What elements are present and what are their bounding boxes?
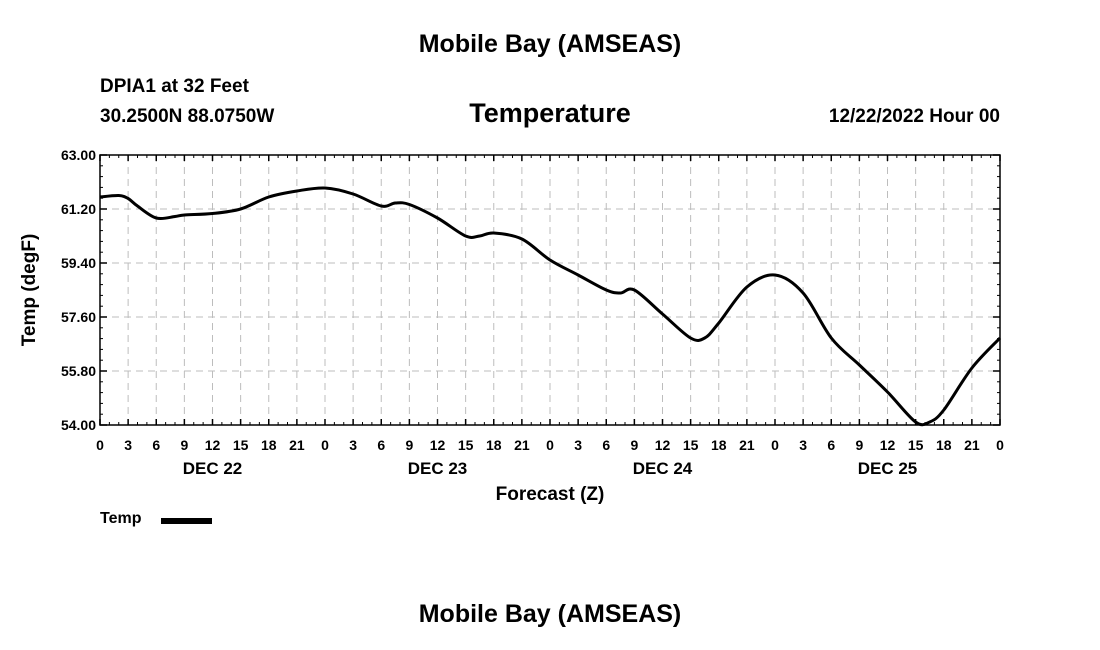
x-tick-label: 6 [827, 437, 835, 453]
legend-label: Temp [100, 510, 142, 527]
temperature-chart: 0 3 6 9 12 15 18 21 0 3 6 9 12 15 18 21 0 3 6 9 12 15 18 21 0 3 6 9… [19, 147, 1004, 505]
x-tick-label: 9 [405, 437, 413, 453]
chart-title: Temperature [469, 98, 631, 128]
x-tick-label: 21 [514, 437, 530, 453]
x-tick-label: 15 [458, 437, 474, 453]
axis-ticks: 0 3 6 9 12 15 18 21 0 3 6 9 12 15 18 21 0 3 6 9 12 15 18 21 0 3 6 9… [61, 147, 1004, 478]
x-tick-label: 0 [996, 437, 1004, 453]
series-line-temp [99, 186, 1002, 427]
x-tick-label: 21 [739, 437, 755, 453]
y-tick-label: 54.00 [61, 417, 96, 433]
x-tick-label: 18 [936, 437, 952, 453]
x-tick-label: 9 [180, 437, 188, 453]
x-tick-label: 15 [908, 437, 924, 453]
x-tick-label: 3 [799, 437, 807, 453]
grid [100, 155, 1000, 425]
y-tick-label: 59.40 [61, 255, 96, 271]
day-label: DEC 23 [408, 459, 468, 478]
day-label: DEC 24 [633, 459, 693, 478]
x-tick-label: 15 [683, 437, 699, 453]
run-time: 12/22/2022 Hour 00 [828, 106, 1000, 127]
x-tick-label: 0 [96, 437, 104, 453]
y-tick-label: 57.60 [61, 309, 96, 325]
page-title: Mobile Bay (AMSEAS) [418, 30, 682, 58]
x-tick-label: 9 [855, 437, 863, 453]
x-tick-label: 18 [486, 437, 502, 453]
station-coordinates: 30.2500N 88.0750W [100, 106, 275, 127]
x-axis-label: Forecast (Z) [496, 484, 605, 505]
x-tick-label: 0 [771, 437, 779, 453]
x-tick-label: 3 [124, 437, 132, 453]
x-tick-label: 0 [321, 437, 329, 453]
x-tick-label: 6 [602, 437, 610, 453]
x-tick-label: 9 [630, 437, 638, 453]
x-tick-label: 12 [430, 437, 446, 453]
x-tick-label: 12 [655, 437, 671, 453]
station-name: DPIA1 at 32 Feet [100, 76, 249, 97]
y-tick-label: 55.80 [61, 363, 96, 379]
y-tick-label: 63.00 [61, 147, 96, 163]
day-label: DEC 25 [858, 459, 918, 478]
y-tick-label: 61.20 [61, 201, 96, 217]
y-axis-label: Temp (degF) [19, 234, 40, 347]
x-tick-label: 18 [711, 437, 727, 453]
legend-swatch [161, 518, 212, 524]
x-tick-label: 3 [574, 437, 582, 453]
x-tick-label: 6 [377, 437, 385, 453]
x-tick-label: 15 [233, 437, 249, 453]
x-tick-label: 3 [349, 437, 357, 453]
page-title-repeat: Mobile Bay (AMSEAS) [418, 600, 682, 628]
day-label: DEC 22 [183, 459, 243, 478]
x-tick-label: 12 [205, 437, 221, 453]
x-tick-label: 12 [880, 437, 896, 453]
x-tick-label: 18 [261, 437, 277, 453]
x-tick-label: 21 [289, 437, 305, 453]
x-tick-label: 6 [152, 437, 160, 453]
x-tick-label: 21 [964, 437, 980, 453]
x-tick-label: 0 [546, 437, 554, 453]
